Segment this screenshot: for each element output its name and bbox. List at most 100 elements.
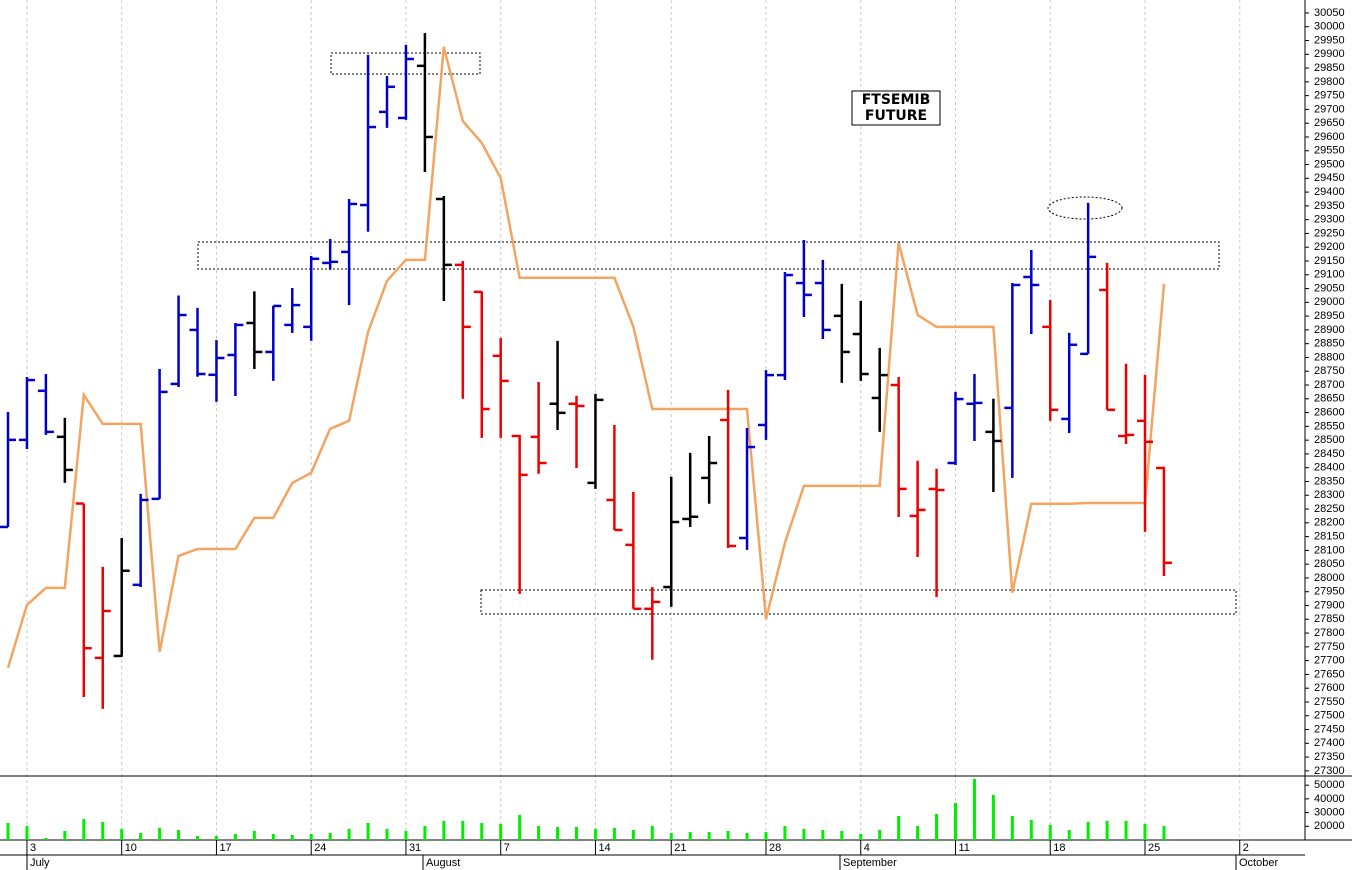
month-label: September [843, 857, 897, 869]
volume-bar [669, 833, 673, 840]
y-tick-label: 27350 [1314, 751, 1345, 763]
y-tick-label: 28550 [1314, 420, 1345, 432]
y-tick-label: 28400 [1314, 462, 1345, 474]
x-tick-label: 2 [1243, 842, 1249, 854]
volume-bar [954, 802, 957, 840]
volume-bar [1124, 820, 1128, 840]
y-tick-label: 29700 [1314, 103, 1345, 115]
volume-bar [309, 833, 313, 840]
y-tick-label: 29450 [1314, 172, 1345, 184]
volume-bar [480, 823, 484, 840]
volume-bar [252, 830, 256, 840]
volume-bar [385, 829, 389, 840]
volume-bar [214, 836, 218, 840]
y-tick-label: 28600 [1314, 406, 1345, 418]
y-tick-label: 28300 [1314, 489, 1345, 501]
volume-bar [423, 826, 427, 840]
x-tick-label: 17 [219, 842, 231, 854]
volume-bar [1010, 816, 1014, 840]
volume-bar [707, 832, 711, 840]
volume-bar [593, 829, 597, 840]
volume-bar [575, 826, 578, 840]
x-tick-label: 25 [1148, 842, 1160, 854]
y-tick-label: 27800 [1314, 627, 1345, 639]
x-tick-label: 24 [314, 842, 326, 854]
y-tick-label: 29500 [1314, 158, 1345, 170]
y-tick-label: 30000 [1314, 21, 1345, 33]
y-tick-label: 29600 [1314, 131, 1345, 143]
month-label: July [30, 857, 50, 869]
support-box [480, 589, 1237, 615]
y-tick-label: 28950 [1314, 310, 1345, 322]
volume-bar [271, 833, 275, 840]
volume-bar [916, 826, 920, 840]
y-tick-label: 29650 [1314, 117, 1345, 129]
volume-bar [821, 829, 825, 840]
month-label: August [426, 857, 460, 869]
y-tick-label: 29000 [1314, 296, 1345, 308]
y-tick-label: 29400 [1314, 186, 1345, 198]
annotation-box [851, 90, 941, 126]
y-tick-label: 28200 [1314, 517, 1345, 529]
y-tick-label: 29350 [1314, 200, 1345, 212]
volume-bar [139, 833, 143, 840]
month-label: October [1239, 857, 1278, 869]
y-tick-label: 27650 [1314, 668, 1345, 680]
volume-bar [878, 829, 882, 840]
volume-bar [328, 833, 332, 840]
y-tick-label: 27400 [1314, 737, 1345, 749]
volume-bar [612, 827, 616, 840]
y-tick-label: 28850 [1314, 338, 1345, 350]
volume-bar [233, 833, 237, 840]
volume-bar [82, 819, 86, 840]
volume-bar [650, 826, 654, 840]
x-tick-label: 21 [674, 842, 686, 854]
volume-bar [764, 832, 768, 840]
annotation: FUTURE [865, 108, 927, 124]
volume-bar [177, 829, 181, 840]
x-tick-label: 28 [769, 842, 781, 854]
x-tick-label: 4 [864, 842, 870, 854]
volume-bar [518, 814, 522, 840]
annotation: FTSEMIB [862, 92, 931, 108]
volume-bar [158, 827, 162, 840]
volume-bar [6, 823, 10, 840]
volume-bar [972, 779, 976, 840]
volume-bar [442, 820, 446, 840]
y-tick-label: 28800 [1314, 351, 1345, 363]
volume-bar [745, 833, 749, 840]
volume-bar [991, 794, 995, 840]
y-tick-label: 29200 [1314, 241, 1345, 253]
volume-bar [935, 813, 939, 840]
volume-bar [101, 822, 105, 840]
x-tick-label: 10 [125, 842, 137, 854]
volume-bar [44, 837, 48, 840]
y-tick-label: 27850 [1314, 613, 1345, 625]
y-tick-label: 29550 [1314, 145, 1345, 157]
volume-bar [1143, 823, 1147, 840]
highlight-ellipse [1047, 196, 1123, 220]
volume-bar [537, 826, 541, 840]
volume-bar [120, 829, 124, 840]
volume-bar [631, 829, 635, 840]
volume-bar [461, 820, 465, 840]
y-tick-label: 28250 [1314, 503, 1345, 515]
volume-bar [1086, 822, 1090, 840]
y-tick-label: 28700 [1314, 379, 1345, 391]
y-tick-label: 29150 [1314, 255, 1345, 267]
y-tick-label: 40000 [1314, 793, 1345, 805]
volume-bar [897, 816, 901, 840]
volume-bar [726, 830, 730, 840]
volume-bar [290, 834, 294, 840]
y-tick-label: 29800 [1314, 76, 1345, 88]
y-tick-label: 28500 [1314, 434, 1345, 446]
volume-bar [404, 830, 408, 840]
volume-bar [63, 830, 67, 840]
y-tick-label: 28150 [1314, 531, 1345, 543]
x-tick-label: 7 [504, 842, 510, 854]
volume-bar [840, 830, 844, 840]
y-tick-label: 50000 [1314, 779, 1345, 791]
x-tick-label: 11 [959, 842, 970, 854]
y-tick-label: 30050 [1314, 7, 1345, 19]
